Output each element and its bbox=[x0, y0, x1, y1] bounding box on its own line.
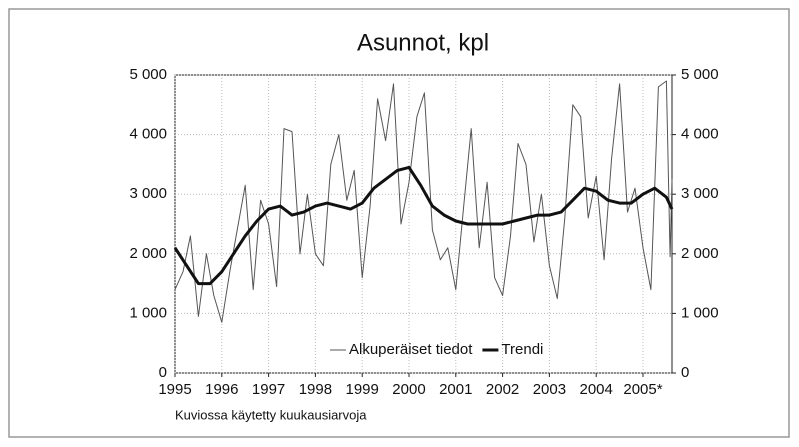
x-tick-label: 1998 bbox=[299, 381, 332, 398]
y-tick-label: 2 000 bbox=[129, 245, 167, 262]
chart-title: Asunnot, kpl bbox=[357, 29, 489, 56]
y2-tick-label: 3 000 bbox=[681, 185, 719, 202]
line-series bbox=[174, 80, 673, 323]
x-tick-label: 1995 bbox=[158, 381, 191, 398]
x-tick-label: 2002 bbox=[486, 381, 519, 398]
y-tick-label: 1 000 bbox=[129, 304, 167, 321]
y-tick-label: 3 000 bbox=[129, 185, 167, 202]
y-tick-label: 4 000 bbox=[129, 126, 167, 143]
legend-label: Trendi bbox=[501, 341, 543, 358]
x-tick-label: 2003 bbox=[533, 381, 566, 398]
x-tick-label: 1996 bbox=[205, 381, 238, 398]
y-tick-label: 0 bbox=[159, 364, 167, 381]
x-tick-label: 1997 bbox=[252, 381, 285, 398]
y2-tick-label: 2 000 bbox=[681, 245, 719, 262]
y2-tick-label: 1 000 bbox=[681, 304, 719, 321]
y2-tick-label: 4 000 bbox=[681, 126, 719, 143]
legend-label: Alkuperäiset tiedot bbox=[349, 341, 473, 358]
footnote: Kuviossa käytetty kuukausiarvoja bbox=[175, 407, 367, 422]
y2-tick-label: 5 000 bbox=[681, 66, 719, 83]
y-tick-label: 5 000 bbox=[129, 66, 167, 83]
x-tick-label: 1999 bbox=[346, 381, 379, 398]
x-tick-label: 2000 bbox=[392, 381, 425, 398]
x-tick-label: 2004 bbox=[579, 381, 612, 398]
plot-area bbox=[174, 74, 673, 374]
y2-tick-label: 0 bbox=[681, 364, 689, 381]
x-tick-label: 2001 bbox=[439, 381, 472, 398]
line-series bbox=[173, 165, 674, 286]
x-tick-label: 2005* bbox=[623, 381, 662, 398]
